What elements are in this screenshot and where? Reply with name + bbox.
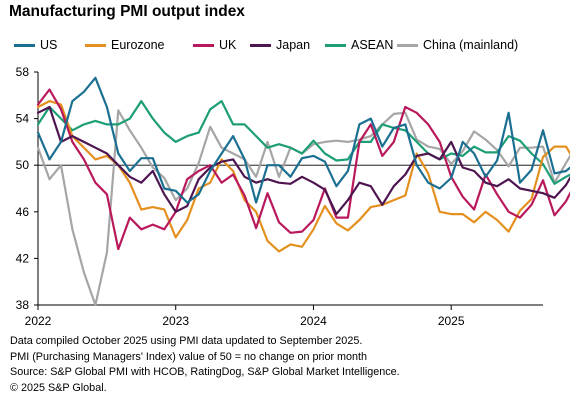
y-tick-label: 46 [16, 205, 30, 219]
series-line-us [36, 76, 570, 204]
series-line-asean [36, 99, 570, 185]
line-chart: 38 42 46 50 54 58 2022 2023 2024 2025 [16, 65, 570, 328]
footnotes: Data compiled October 2025 using PMI dat… [10, 334, 400, 396]
chart-title: Manufacturing PMI output index [9, 3, 245, 20]
note-line: PMI (Purchasing Managers' Index) value o… [10, 350, 368, 363]
legend-swatch [325, 43, 346, 47]
legend-label: UK [219, 38, 237, 52]
legend-label: Japan [276, 38, 311, 52]
y-tick-label: 38 [16, 298, 30, 312]
legend-item: Eurozone [85, 36, 165, 54]
x-tick-label: 2023 [162, 314, 189, 328]
legend-item: China (mainland) [397, 36, 518, 54]
legend-swatch [397, 43, 418, 47]
legend-label: China (mainland) [423, 38, 519, 52]
series-line-uk [36, 88, 570, 251]
y-tick-label: 42 [16, 251, 30, 265]
y-tick-label: 58 [16, 65, 30, 79]
legend-swatch [14, 43, 35, 47]
legend-label: Eurozone [111, 38, 165, 52]
legend-swatch [250, 43, 271, 47]
series-lines [36, 76, 570, 307]
axes [34, 71, 543, 310]
y-tick-label: 54 [16, 112, 30, 126]
legend-label: US [40, 38, 58, 52]
x-tick-label: 2025 [438, 314, 465, 328]
series-line-japan [36, 105, 570, 216]
series-line-eurozone [36, 99, 570, 253]
legend-label: ASEAN [351, 38, 394, 52]
axis-labels: 38 42 46 50 54 58 2022 2023 2024 2025 [16, 65, 465, 328]
legend-item: US [14, 36, 57, 54]
note-line: © 2025 S&P Global. [10, 381, 107, 394]
legend: US Eurozone UK Japan ASEAN China (mainland) [0, 36, 570, 54]
legend-swatch [193, 43, 214, 47]
legend-item: ASEAN [325, 36, 393, 54]
y-tick-label: 50 [16, 158, 30, 172]
note-line: Data compiled October 2025 using PMI dat… [10, 335, 363, 347]
x-tick-label: 2024 [300, 314, 327, 328]
legend-item: UK [193, 36, 236, 54]
legend-swatch [85, 43, 106, 47]
note-line: Source: S&P Global PMI with HCOB, Rating… [10, 366, 400, 379]
legend-item: Japan [250, 36, 310, 54]
series-line-china-mainland [36, 109, 570, 307]
x-tick-label: 2022 [25, 314, 52, 328]
